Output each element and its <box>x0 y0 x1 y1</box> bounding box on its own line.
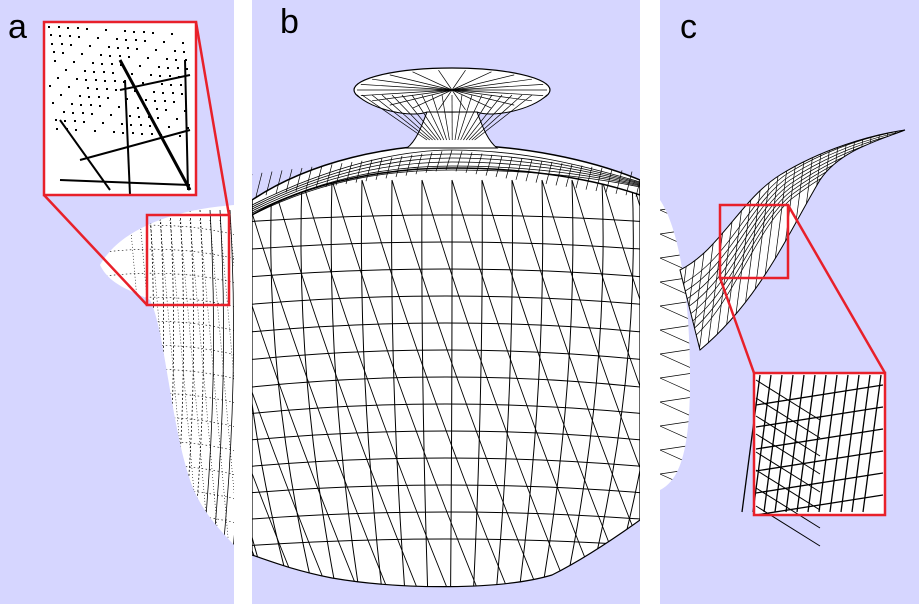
panel-a-figure <box>42 20 234 545</box>
inset-a-frame <box>42 20 198 197</box>
leader-line-c2 <box>786 204 887 374</box>
leader-line-a2 <box>194 21 231 216</box>
teapot-body <box>252 159 640 588</box>
highlight-box-a <box>145 213 231 307</box>
panel-b-figure <box>252 67 640 588</box>
inset-c-mesh <box>741 374 884 547</box>
panel-b-label: b <box>280 3 299 41</box>
body-mesh-c <box>660 203 690 490</box>
inset-c-frame <box>752 371 887 517</box>
panel-c: c <box>660 0 919 604</box>
panel-a-label: a <box>8 8 27 46</box>
leader-line-c1 <box>718 277 756 374</box>
spout <box>679 129 906 351</box>
panel-b: b <box>252 0 640 604</box>
panel-a: a <box>0 0 234 604</box>
lid-mesh <box>252 149 640 216</box>
highlight-box-c <box>718 203 790 280</box>
body-mesh <box>252 179 640 587</box>
leader-line-a1 <box>43 194 148 306</box>
knob-mesh <box>357 70 547 141</box>
inset-a-bg <box>44 22 196 195</box>
partial-body <box>100 205 234 545</box>
panel-c-label: c <box>680 8 697 46</box>
panel-c-figure <box>660 129 906 547</box>
inset-a-mesh <box>48 26 192 196</box>
partial-body-c <box>660 200 690 490</box>
